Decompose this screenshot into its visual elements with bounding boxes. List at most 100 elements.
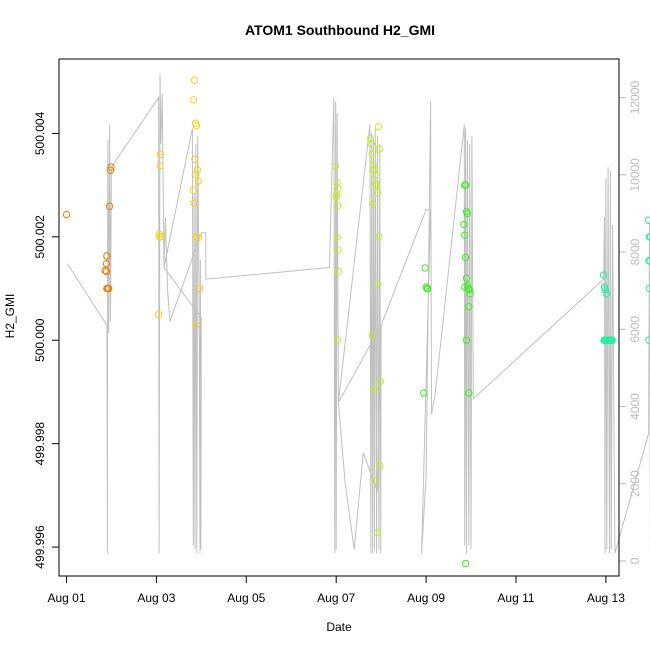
data-point [424,284,432,293]
data-point [105,202,114,211]
data-point [466,290,474,298]
x-tick-label: Aug 05 [227,591,265,605]
data-point [460,220,468,229]
data-point [644,216,650,224]
data-point [192,321,200,329]
data-point [368,200,377,209]
y-tick-label: 500.000 [33,318,47,362]
x-tick-label: Aug 03 [137,591,175,605]
data-point [465,285,473,294]
data-point [461,181,470,189]
trace-layer [66,74,650,554]
data-point [189,186,198,195]
data-point [106,166,115,174]
data-point [371,171,379,179]
data-point [190,199,198,207]
x-tick-label: Aug 13 [587,591,625,605]
data-point [646,233,650,241]
data-point [192,171,200,179]
data-point [154,310,163,319]
x-tick-label: Aug 01 [47,591,85,605]
data-point [105,284,113,293]
data-point [102,267,111,276]
y2-tick-label: 4000 [628,393,642,420]
data-point [374,123,383,131]
data-point [333,202,342,210]
data-point [463,209,472,218]
data-point [421,264,429,272]
y-axis-label: H2_GMI [3,294,17,339]
data-point [372,180,380,188]
data-point [156,162,164,170]
data-point [190,76,199,84]
plot-frame [58,58,620,577]
data-point [190,96,198,104]
data-point [462,336,471,344]
data-point [465,302,473,311]
data-point [373,280,382,289]
data-point [375,233,383,241]
x-tick-label: Aug 07 [317,591,355,605]
data-point [366,134,375,143]
data-point [193,165,202,174]
data-point [602,290,610,298]
y2-tick-label: 6000 [628,316,642,343]
data-point [334,267,343,276]
data-point [608,336,616,344]
data-point [191,155,199,164]
data-point [372,181,381,189]
data-point [368,150,376,158]
data-point [368,331,376,339]
data-point [333,336,342,344]
data-point [103,252,111,260]
data-point [107,163,115,171]
data-point [464,284,472,293]
secondary-series-line [66,74,650,554]
data-point [367,140,375,148]
data-point [422,283,430,291]
data-point [195,284,204,293]
y-tick-label: 500.002 [33,215,47,259]
data-point [62,210,71,219]
data-point [645,336,650,344]
data-point [192,122,201,130]
data-point [334,246,342,254]
data-point [461,559,470,568]
data-point [465,389,473,397]
axes-layer: Aug 01 Aug 03 Aug 05 Aug 07 Aug 09 Aug 11 Aug … [33,81,642,605]
data-point [462,274,471,282]
chart-title: ATOM1 Southbound H2_GMI [245,22,435,38]
data-point [376,462,384,470]
data-point [375,145,383,153]
y-tick-label: 499.996 [33,525,47,569]
data-point [373,528,382,537]
data-point [420,389,428,397]
data-point [156,150,165,159]
y2-tick-label: 0 [628,557,642,564]
data-point [376,377,384,386]
data-point [369,160,377,169]
data-point [333,233,341,242]
data-point [461,231,469,240]
data-point [370,165,378,174]
x-tick-label: Aug 09 [407,591,445,605]
data-point [461,253,470,262]
data-point [194,177,202,185]
data-point [601,285,610,294]
y2-tick-label: 2000 [628,470,642,497]
data-point [332,191,341,199]
y2-tick-label: 8000 [628,238,642,265]
y-tick-label: 499.998 [33,422,47,466]
y-tick-label: 500.004 [33,111,47,155]
data-point [370,385,379,394]
data-point [194,233,203,242]
data-point [373,189,382,197]
data-point [331,162,339,170]
y2-tick-label: 12000 [628,81,642,115]
data-point [372,476,380,485]
points-layer [62,76,650,568]
data-point [102,260,111,268]
x-tick-label: Aug 11 [497,591,534,605]
